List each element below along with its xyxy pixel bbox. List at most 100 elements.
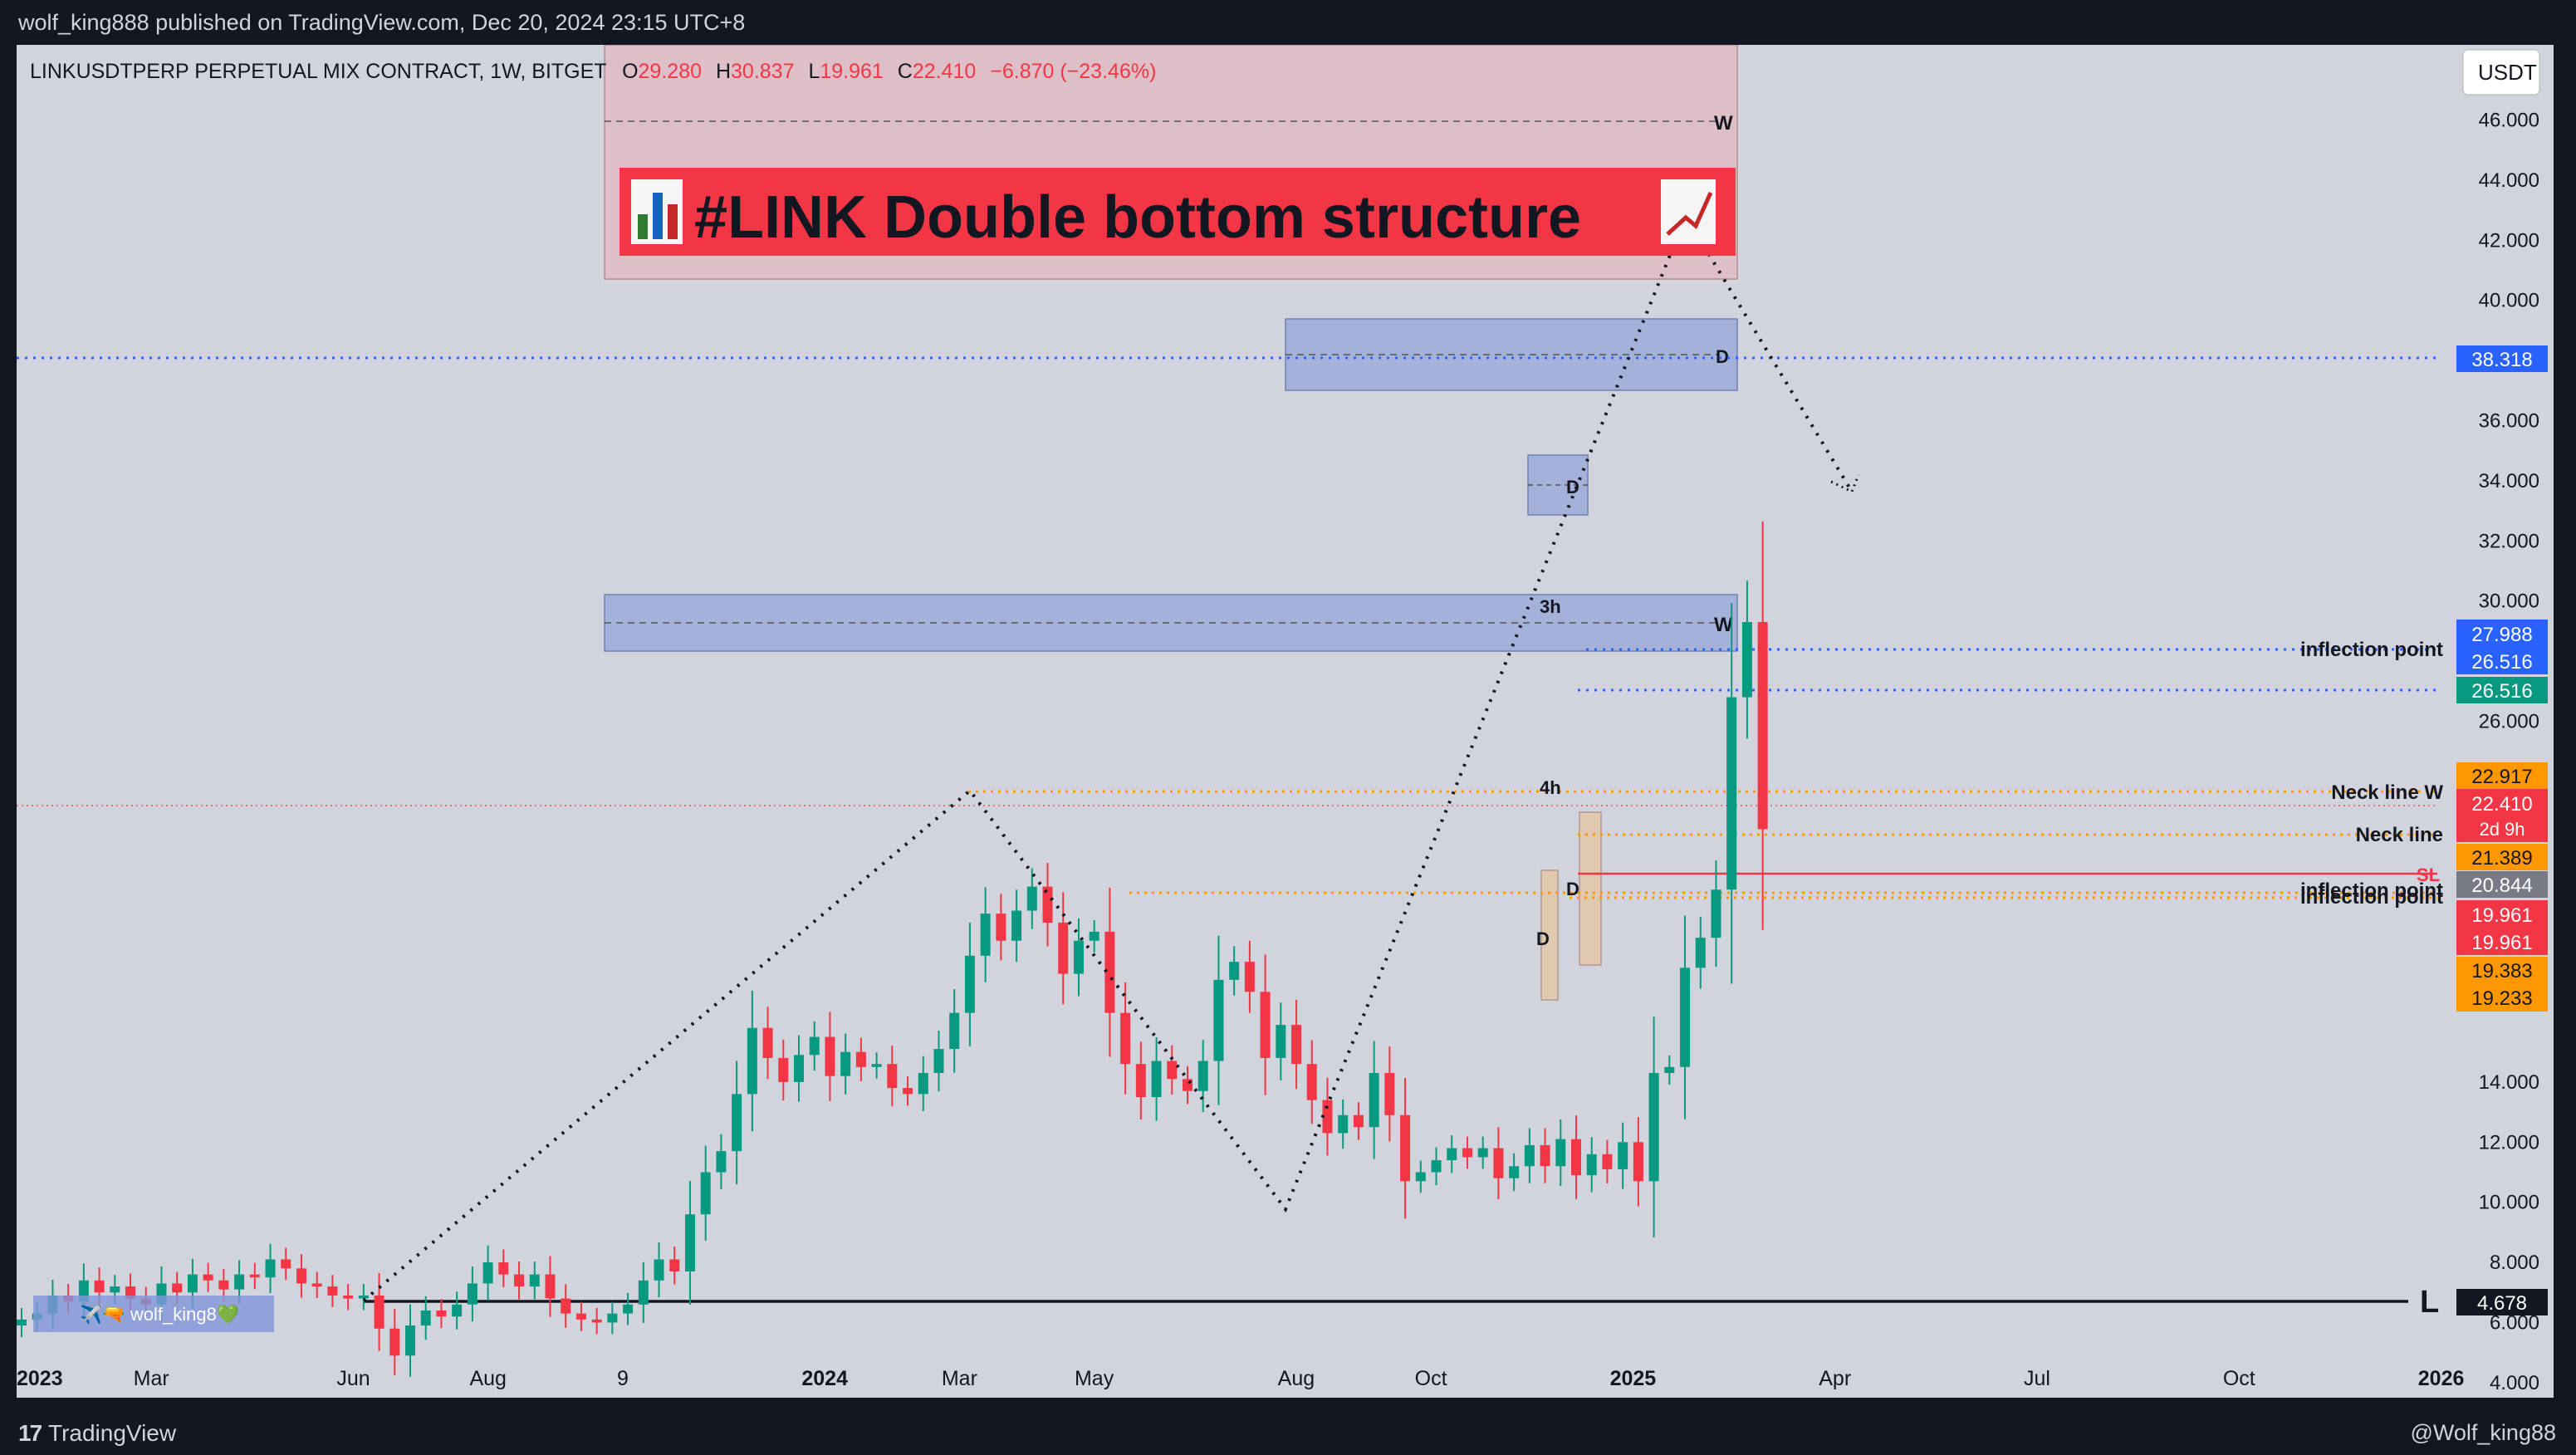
candle-body[interactable] [1183, 1079, 1193, 1091]
candle-body[interactable] [1306, 1064, 1317, 1100]
candle-body[interactable] [732, 1094, 742, 1152]
candle-body[interactable] [716, 1151, 727, 1173]
candle-body[interactable] [1213, 979, 1224, 1061]
candle-body[interactable] [980, 914, 991, 956]
candle-body[interactable] [405, 1325, 415, 1356]
candle-body[interactable] [1120, 1012, 1131, 1065]
candle-body[interactable] [1167, 1061, 1178, 1080]
candle-body[interactable] [1680, 968, 1691, 1067]
candle-body[interactable] [623, 1304, 634, 1314]
candle-body[interactable] [1415, 1172, 1426, 1182]
candle-body[interactable] [343, 1295, 354, 1299]
candle-body[interactable] [669, 1259, 680, 1271]
price-axis[interactable] [2437, 45, 2554, 1398]
candle-body[interactable] [1073, 940, 1084, 974]
chart-svg[interactable]: 4.0006.0008.00010.00012.00014.00024.0002… [0, 45, 2576, 1407]
candle-body[interactable] [1244, 962, 1255, 992]
candle-body[interactable] [654, 1259, 664, 1281]
candle-body[interactable] [778, 1057, 789, 1082]
candle-body[interactable] [1151, 1061, 1162, 1097]
candle-body[interactable] [996, 914, 1006, 941]
candle-body[interactable] [1602, 1154, 1613, 1169]
candle-body[interactable] [918, 1073, 928, 1095]
candle-body[interactable] [561, 1298, 571, 1314]
candle-body[interactable] [529, 1274, 540, 1287]
candle-body[interactable] [1477, 1148, 1488, 1158]
candle-body[interactable] [203, 1274, 213, 1281]
candle-body[interactable] [1726, 697, 1737, 890]
candle-body[interactable] [684, 1214, 695, 1271]
candle-body[interactable] [855, 1051, 866, 1067]
candle-body[interactable] [1540, 1144, 1550, 1167]
candle-body[interactable] [1135, 1064, 1146, 1097]
candle-body[interactable] [871, 1064, 882, 1067]
candle-body[interactable] [1353, 1115, 1364, 1128]
candle-body[interactable] [1711, 889, 1721, 938]
candle-body[interactable] [1338, 1115, 1349, 1134]
candle-body[interactable] [482, 1262, 493, 1284]
candle-body[interactable] [949, 1012, 960, 1050]
candle-body[interactable] [1757, 622, 1768, 830]
candle-body[interactable] [1586, 1154, 1597, 1176]
candle-body[interactable] [172, 1283, 183, 1293]
candle-body[interactable] [234, 1274, 245, 1290]
candle-body[interactable] [281, 1259, 291, 1269]
candle-body[interactable] [327, 1286, 338, 1296]
candle-body[interactable] [1197, 1061, 1208, 1091]
candle-body[interactable] [840, 1051, 851, 1076]
candle-body[interactable] [1648, 1073, 1659, 1182]
candle-body[interactable] [187, 1274, 198, 1293]
candle-body[interactable] [794, 1055, 804, 1082]
candle-body[interactable] [1741, 622, 1752, 698]
candle-body[interactable] [1229, 962, 1240, 980]
candle-body[interactable] [125, 1286, 136, 1299]
candle-body[interactable] [1089, 931, 1099, 941]
candle-body[interactable] [1026, 886, 1037, 911]
candle-body[interactable] [545, 1274, 556, 1299]
candle-body[interactable] [1384, 1073, 1395, 1115]
currency-button[interactable]: USDT [2462, 49, 2540, 96]
candle-body[interactable] [311, 1283, 322, 1287]
candle-body[interactable] [747, 1027, 757, 1095]
candle-body[interactable] [1042, 886, 1053, 923]
candle-body[interactable] [498, 1262, 509, 1275]
candle-body[interactable] [1462, 1148, 1472, 1158]
candle-body[interactable] [1260, 992, 1271, 1058]
candle-body[interactable] [1431, 1160, 1442, 1173]
candle-body[interactable] [1555, 1139, 1566, 1167]
candle-body[interactable] [762, 1027, 773, 1058]
candle-body[interactable] [389, 1328, 400, 1356]
candle-body[interactable] [1322, 1100, 1333, 1134]
candle-body[interactable] [467, 1283, 477, 1305]
candle-body[interactable] [1524, 1144, 1535, 1167]
candle-body[interactable] [933, 1049, 944, 1074]
candle-body[interactable] [1276, 1025, 1286, 1058]
candle-body[interactable] [1447, 1148, 1457, 1161]
candle-body[interactable] [436, 1310, 447, 1317]
candle-body[interactable] [1400, 1115, 1411, 1182]
candle-body[interactable] [1493, 1148, 1504, 1178]
candle-body[interactable] [1695, 938, 1706, 968]
candle-body[interactable] [1618, 1142, 1628, 1169]
candle-body[interactable] [514, 1274, 525, 1287]
candle-body[interactable] [1509, 1166, 1520, 1178]
candle-body[interactable] [249, 1274, 260, 1278]
candle-body[interactable] [17, 1319, 27, 1326]
candle-body[interactable] [1571, 1139, 1581, 1176]
candle-body[interactable] [809, 1036, 820, 1056]
candle-body[interactable] [296, 1268, 306, 1284]
candle-body[interactable] [887, 1064, 898, 1089]
candle-body[interactable] [607, 1313, 618, 1323]
candle-body[interactable] [591, 1319, 602, 1323]
tradingview-logo[interactable]: 17 TradingView [18, 1420, 177, 1446]
candle-body[interactable] [575, 1313, 586, 1320]
candle-body[interactable] [638, 1280, 649, 1305]
plot-area[interactable] [17, 45, 2554, 1398]
candle-body[interactable] [964, 955, 975, 1013]
candle-body[interactable] [358, 1295, 369, 1299]
candle-body[interactable] [420, 1310, 431, 1326]
candle-body[interactable] [1058, 923, 1069, 974]
candle-body[interactable] [1369, 1073, 1379, 1128]
candle-body[interactable] [374, 1295, 384, 1329]
candle-body[interactable] [94, 1280, 105, 1293]
